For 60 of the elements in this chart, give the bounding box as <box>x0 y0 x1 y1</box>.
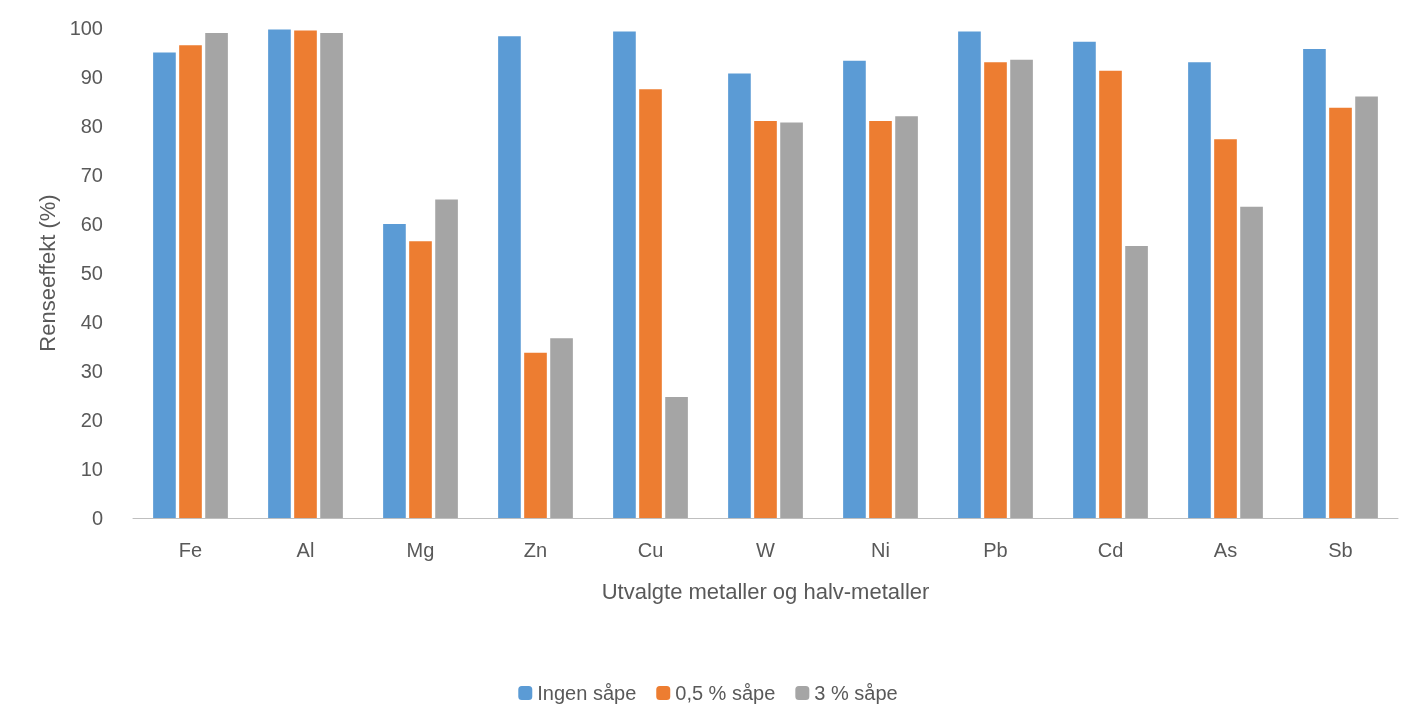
x-tick-label: Al <box>296 539 315 561</box>
y-tick-label: 0 <box>91 507 103 529</box>
y-tick-label: 100 <box>69 17 103 39</box>
bar <box>550 338 573 518</box>
bar <box>843 60 866 518</box>
bar <box>383 224 406 518</box>
y-tick-label: 50 <box>80 262 103 284</box>
bar <box>1073 41 1096 518</box>
bar <box>409 241 432 518</box>
bar <box>1188 62 1211 518</box>
y-tick-label: 80 <box>80 115 103 137</box>
bar <box>294 30 317 518</box>
bar <box>268 29 291 518</box>
x-tick-label: Pb <box>983 539 1008 561</box>
bar <box>1240 206 1263 518</box>
bar <box>179 45 202 518</box>
x-tick-label: Cd <box>1097 539 1124 561</box>
legend-label: 3 % såpe <box>814 682 898 704</box>
bar <box>1303 49 1326 518</box>
bar <box>205 32 228 518</box>
legend-label: 0,5 % såpe <box>675 682 776 704</box>
bar <box>1355 96 1378 518</box>
x-tick-label: Mg <box>406 539 435 561</box>
bar <box>728 73 751 518</box>
y-tick-label: 60 <box>80 213 103 235</box>
bar <box>958 31 981 518</box>
y-tick-label: 40 <box>80 311 103 333</box>
bar <box>1010 59 1033 518</box>
bar <box>498 36 521 518</box>
legend-label: Ingen såpe <box>537 682 637 704</box>
bar <box>320 32 343 518</box>
x-tick-label: Sb <box>1328 539 1353 561</box>
bar <box>665 396 688 518</box>
x-tick-label: Fe <box>178 539 203 561</box>
bar <box>754 121 777 518</box>
bar <box>153 52 176 518</box>
bar <box>435 199 458 518</box>
x-tick-label: Cu <box>637 539 664 561</box>
y-tick-label: 10 <box>80 458 103 480</box>
y-tick-label: 20 <box>80 409 103 431</box>
bar <box>984 62 1007 518</box>
bar <box>639 89 662 518</box>
bar <box>780 122 803 518</box>
y-tick-label: 30 <box>80 360 103 382</box>
bar <box>869 121 892 518</box>
bar <box>613 31 636 518</box>
bar <box>1099 70 1122 518</box>
bar <box>1214 139 1237 518</box>
y-tick-label: 90 <box>80 66 103 88</box>
y-tick-label: 70 <box>80 164 103 186</box>
bar <box>1329 107 1352 518</box>
x-tick-label: Ni <box>871 539 890 561</box>
bar <box>1125 246 1148 518</box>
y-axis-title: Renseeffekt (%) <box>34 194 60 352</box>
x-axis-title: Utvalgte metaller og halv-metaller <box>601 578 930 604</box>
x-tick-label: W <box>756 539 776 561</box>
bar <box>895 116 918 518</box>
x-tick-label: Zn <box>523 539 548 561</box>
bar <box>524 352 547 518</box>
x-tick-label: As <box>1213 539 1238 561</box>
